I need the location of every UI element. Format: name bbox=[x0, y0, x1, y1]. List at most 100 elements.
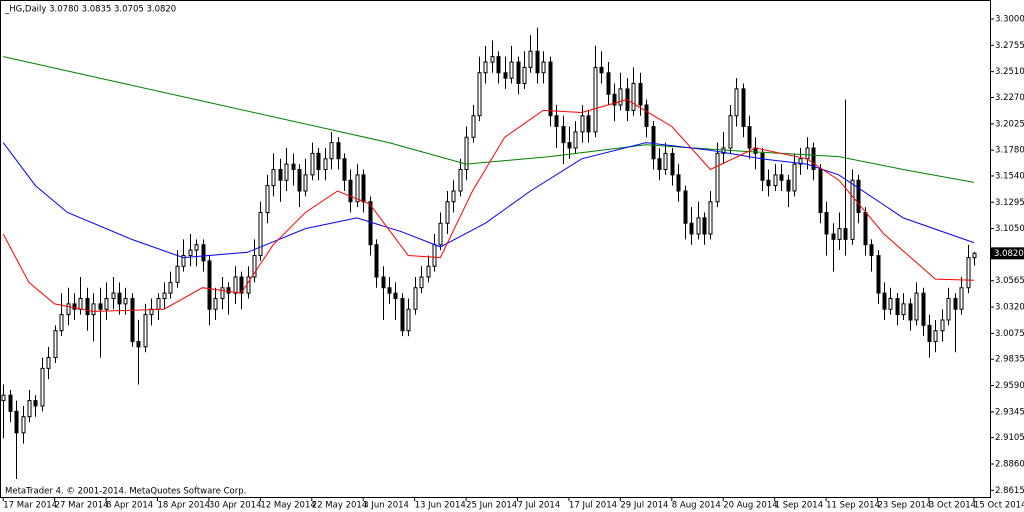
candle-body bbox=[509, 61, 514, 79]
moving-average-line bbox=[3, 56, 974, 183]
candle-body bbox=[98, 303, 103, 310]
candle-body bbox=[567, 142, 572, 149]
candle-body bbox=[181, 254, 186, 267]
moving-average-line bbox=[2, 99, 974, 312]
y-tick-label: 2.8615 bbox=[995, 486, 1024, 496]
candle-body bbox=[387, 287, 392, 294]
x-tick-label: 29 Jul 2014 bbox=[620, 501, 668, 511]
candle-body bbox=[175, 265, 180, 283]
candle-body bbox=[413, 287, 418, 310]
candle-body bbox=[483, 61, 488, 74]
candle-body bbox=[310, 152, 315, 176]
candle-body bbox=[40, 367, 45, 407]
last-price-label: 3.0820 bbox=[994, 249, 1024, 259]
candle-body bbox=[226, 287, 231, 294]
candle-body bbox=[143, 314, 148, 348]
x-tick-label: 12 May 2014 bbox=[260, 501, 315, 511]
candle-body bbox=[528, 50, 533, 68]
candle-body bbox=[702, 217, 707, 235]
candle-body bbox=[766, 179, 771, 187]
candle-body bbox=[374, 244, 379, 278]
candle-body bbox=[811, 147, 816, 171]
candle-body bbox=[278, 169, 283, 181]
candle-body bbox=[856, 179, 861, 213]
candle-body bbox=[689, 222, 694, 235]
y-tick-label: 3.1780 bbox=[995, 146, 1024, 156]
footer: MetaTrader 4. © 2001-2014. MetaQuotes So… bbox=[5, 487, 246, 497]
candle-body bbox=[927, 324, 932, 342]
x-tick-label: 8 Aug 2014 bbox=[672, 501, 721, 511]
candle-body bbox=[953, 297, 958, 310]
candle-body bbox=[696, 217, 701, 235]
candle-body bbox=[618, 88, 623, 106]
x-tick-label: 15 Oct 2014 bbox=[974, 501, 1024, 511]
candle-body bbox=[747, 126, 752, 149]
candle-body bbox=[721, 147, 726, 154]
candle-body bbox=[130, 297, 135, 342]
candle-body bbox=[432, 244, 437, 267]
candle-body bbox=[194, 244, 199, 251]
y-tick-label: 3.0075 bbox=[995, 329, 1024, 339]
candle-body bbox=[136, 340, 141, 348]
candle-body bbox=[329, 142, 334, 160]
y-tick-label: 3.3000 bbox=[995, 15, 1024, 25]
candle-body bbox=[966, 257, 971, 289]
candle-body bbox=[27, 400, 32, 418]
candle-body bbox=[837, 228, 842, 240]
candle-body bbox=[503, 72, 508, 79]
candle-body bbox=[599, 66, 604, 74]
candle-body bbox=[336, 142, 341, 160]
candle-body bbox=[516, 61, 521, 85]
candle-body bbox=[438, 222, 443, 246]
candle-body bbox=[914, 292, 919, 321]
x-tick-label: 11 Sep 2014 bbox=[826, 501, 880, 511]
candle-body bbox=[676, 174, 681, 192]
candle-body bbox=[271, 169, 276, 187]
y-tick-label: 3.1540 bbox=[995, 171, 1024, 181]
candle-body bbox=[638, 83, 643, 106]
candle-body bbox=[876, 254, 881, 294]
candle-body bbox=[715, 152, 720, 203]
candle-body bbox=[381, 276, 386, 289]
moving-average-line bbox=[2, 142, 975, 259]
candle-body bbox=[657, 158, 662, 171]
candle-body bbox=[21, 416, 26, 434]
candle-body bbox=[850, 179, 855, 240]
candle-body bbox=[451, 190, 456, 203]
y-tick-label: 2.8860 bbox=[995, 460, 1024, 470]
candle-body bbox=[46, 357, 51, 369]
x-tick-label: 20 Aug 2014 bbox=[723, 501, 777, 511]
plot-frame bbox=[0, 0, 991, 498]
candle-body bbox=[303, 174, 308, 192]
candle-body bbox=[464, 136, 469, 171]
candle-body bbox=[111, 292, 116, 299]
candle-body bbox=[612, 93, 617, 106]
candle-body bbox=[663, 152, 668, 171]
y-tick-label: 3.1050 bbox=[995, 224, 1024, 234]
candle-body bbox=[683, 190, 688, 224]
y-tick-label: 3.2755 bbox=[995, 41, 1024, 51]
candle-body bbox=[843, 228, 848, 240]
candle-body bbox=[91, 303, 96, 316]
candle-body bbox=[548, 61, 553, 117]
candle-body bbox=[59, 314, 64, 332]
y-tick-label: 3.2270 bbox=[995, 93, 1024, 103]
candle-body bbox=[426, 265, 431, 278]
x-tick-label: 3 Jun 2014 bbox=[363, 501, 409, 511]
candle-body bbox=[258, 211, 263, 256]
x-tick-label: 7 Jul 2014 bbox=[518, 501, 561, 511]
x-tick-label: 18 Apr 2014 bbox=[158, 501, 211, 511]
candle-body bbox=[535, 50, 540, 74]
candle-body bbox=[117, 292, 122, 305]
candle-body bbox=[651, 126, 656, 160]
candle-body bbox=[933, 330, 938, 342]
candle-body bbox=[445, 201, 450, 224]
candle-body bbox=[644, 104, 649, 128]
candle-body bbox=[792, 163, 797, 192]
candle-body bbox=[522, 66, 527, 85]
candle-body bbox=[284, 163, 289, 181]
y-tick-label: 2.9835 bbox=[995, 355, 1024, 365]
candle-body bbox=[779, 174, 784, 181]
candle-body bbox=[760, 152, 765, 181]
